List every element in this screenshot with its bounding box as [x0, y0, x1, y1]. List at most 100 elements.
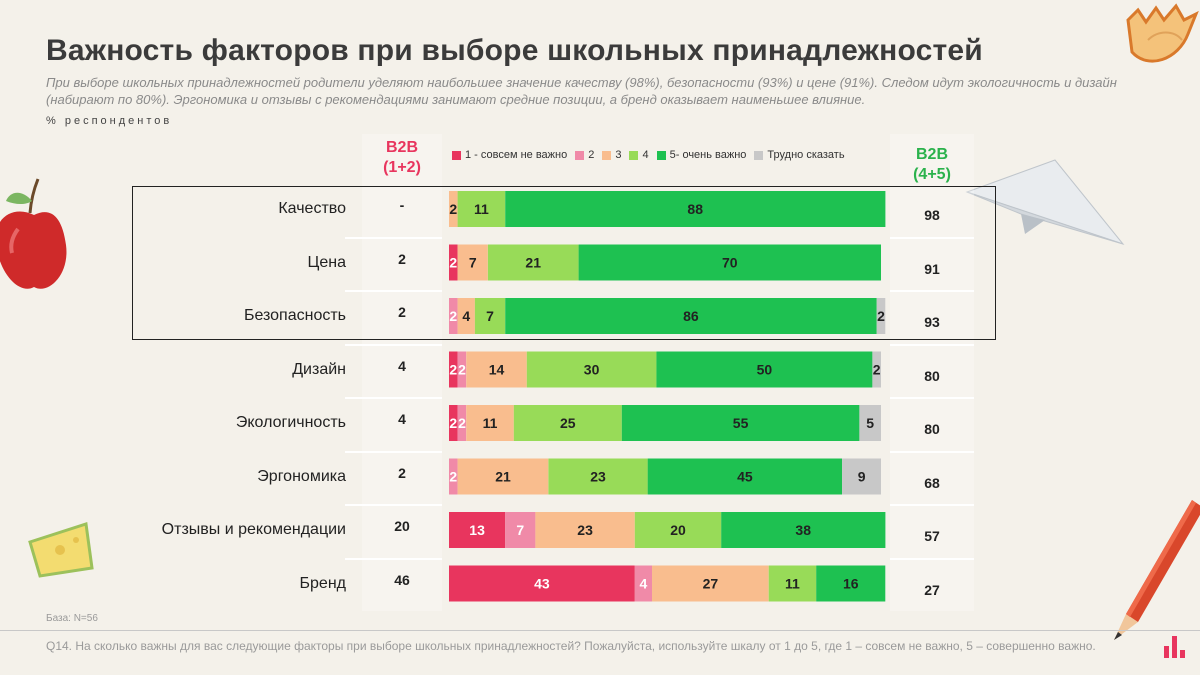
bar-segment — [505, 298, 877, 334]
t2b-column-box — [890, 134, 974, 611]
legend-item: 4 — [629, 149, 649, 161]
bar-segment — [859, 405, 881, 441]
bar-data-label: 14 — [489, 362, 505, 378]
row-separator — [345, 290, 442, 292]
bar-segment — [449, 512, 506, 548]
bar-data-label: 50 — [757, 362, 773, 378]
bar-data-label: 4 — [462, 308, 470, 324]
bar-segment — [656, 351, 873, 388]
bar-data-label: 45 — [737, 469, 753, 485]
row-label: Качество — [278, 200, 346, 217]
bar-data-label: 20 — [670, 522, 686, 538]
bar-segment — [474, 298, 506, 334]
bar-segment — [449, 244, 458, 281]
page-subtitle: При выборе школьных принадлежностей роди… — [46, 75, 1117, 107]
bar-segment — [457, 405, 467, 441]
row-separator — [890, 504, 974, 506]
top-factors-highlight-box — [132, 186, 996, 340]
bar-data-label: 2 — [458, 415, 466, 431]
row-separator — [345, 397, 442, 399]
bar-segment — [872, 351, 881, 388]
row-separator — [890, 397, 974, 399]
b2b-value: 2 — [398, 250, 406, 267]
bar-data-label: 5 — [866, 415, 874, 431]
bar-segment — [449, 405, 458, 441]
page-title: Важность факторов при выборе школьных пр… — [46, 34, 983, 67]
bar-segment — [505, 512, 536, 548]
t2b-value: 27 — [924, 581, 940, 598]
b2b-value: 4 — [398, 357, 406, 374]
t2b-value: 93 — [924, 314, 940, 330]
bar-data-label: 88 — [687, 201, 703, 217]
b2b-value: 2 — [398, 464, 406, 481]
legend-swatch — [575, 150, 585, 160]
bar-segment — [449, 191, 458, 227]
row-separator — [345, 504, 442, 506]
bar-data-label: 2 — [873, 362, 881, 378]
row-label: Бренд — [299, 574, 346, 592]
legend-swatch — [754, 150, 764, 160]
bar-data-label: 2 — [458, 362, 466, 378]
bar-segment — [842, 458, 881, 495]
bar-segment — [526, 351, 657, 388]
legend-item: 2 — [575, 149, 594, 161]
b2b-value: 4 — [398, 411, 406, 427]
row-label: Эргономика — [257, 467, 346, 485]
bar-data-label: 7 — [486, 308, 494, 324]
row-separator — [345, 236, 442, 239]
legend-item: 3 — [602, 149, 621, 161]
footer-divider — [0, 630, 1200, 631]
bar-data-label: 11 — [474, 201, 489, 217]
bar-data-label: 4 — [640, 576, 648, 592]
bar-data-label: 7 — [469, 255, 477, 271]
b2b-header-sub: (1+2) — [383, 159, 421, 176]
bar-data-label: 2 — [449, 362, 457, 378]
bar-segment — [457, 244, 488, 281]
bar-data-label: 2 — [449, 308, 457, 324]
bar-segment — [578, 244, 881, 281]
bar-data-label: 2 — [877, 308, 885, 324]
b2b-value: - — [399, 197, 405, 213]
row-separator — [345, 450, 442, 453]
bar-segment — [876, 298, 886, 334]
bar-data-label: 7 — [516, 522, 524, 538]
b2b-header-label: B2B — [385, 139, 418, 156]
row-separator — [890, 343, 974, 346]
bar-data-label: 27 — [703, 576, 719, 592]
bar-data-label: 30 — [584, 362, 600, 378]
bar-data-label: 9 — [858, 469, 866, 485]
bar-data-label: 25 — [560, 415, 576, 431]
cheese-illustration — [28, 522, 94, 578]
legend-item: 5- очень важно — [656, 149, 746, 161]
paper-plane-illustration — [965, 159, 1125, 246]
bar-segment — [487, 244, 579, 281]
legend-label: 3 — [615, 149, 622, 161]
row-separator — [345, 343, 442, 346]
row-separator — [345, 557, 442, 560]
bar-segment — [721, 512, 886, 548]
row-separator — [890, 290, 974, 292]
bar-data-label: 16 — [843, 576, 859, 592]
bar-data-label: 13 — [469, 522, 485, 538]
row-separator — [890, 236, 974, 239]
bar-data-label: 55 — [733, 415, 749, 431]
bar-segment — [652, 565, 769, 602]
bar-data-label: 70 — [722, 255, 738, 271]
bar-segment — [449, 458, 458, 495]
bar-segment — [449, 298, 458, 334]
row-separator — [890, 450, 974, 453]
logo-icon — [1164, 636, 1185, 658]
legend-label: Трудно сказать — [767, 149, 845, 161]
t2b-header: B2B (4+5) — [890, 145, 974, 185]
unit-label: % респондентов — [46, 115, 173, 127]
bar-segment — [457, 351, 467, 388]
t2b-header-sub: (4+5) — [913, 166, 951, 183]
bar-data-label: 2 — [449, 469, 457, 485]
pencil-shavings-illustration — [1126, 3, 1199, 63]
row-label: Цена — [307, 253, 346, 271]
bar-segment — [449, 565, 635, 602]
t2b-value: 80 — [924, 367, 940, 384]
bar-data-label: 23 — [577, 522, 593, 538]
t2b-value: 91 — [924, 260, 940, 277]
bar-data-label: 21 — [495, 469, 511, 485]
